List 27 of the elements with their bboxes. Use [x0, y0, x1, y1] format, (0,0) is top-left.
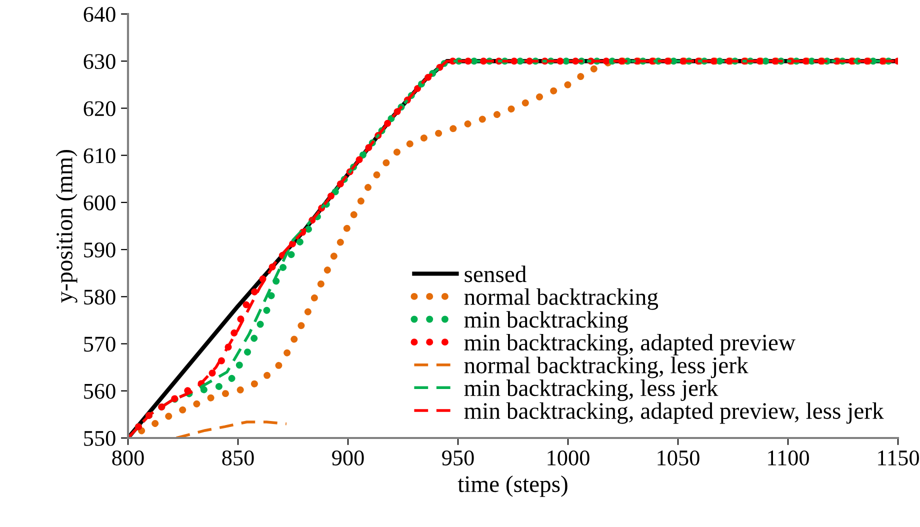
x-tick-label: 800: [112, 450, 144, 466]
legend-label: normal backtracking: [464, 288, 658, 310]
y-tick-label: 590: [84, 242, 116, 258]
y-tick-label: 620: [84, 101, 116, 116]
legend-label: min backtracking, less jerk: [464, 380, 718, 402]
x-tick-label: 900: [332, 450, 364, 466]
y-tick-label: 560: [84, 384, 116, 399]
y-tick-label: 580: [84, 290, 116, 305]
y-axis-title: y-position (mm): [56, 150, 78, 303]
x-tick-label: 1000: [548, 450, 590, 466]
y-tick-label: 570: [84, 336, 116, 352]
y-tick-label: 630: [84, 54, 116, 70]
legend-label: sensed: [464, 266, 526, 282]
y-tick-label: 640: [84, 6, 116, 22]
x-axis-title: time (steps): [458, 476, 568, 497]
x-tick-label: 1100: [768, 450, 809, 466]
x-tick-label: 1050: [658, 450, 700, 466]
legend-label: normal backtracking, less jerk: [464, 356, 748, 378]
legend-label: min backtracking: [464, 311, 628, 333]
y-tick-label: 600: [84, 195, 116, 210]
legend-label: min backtracking, adapted preview: [464, 334, 796, 356]
y-tick-label: 550: [84, 430, 116, 446]
legend-label: min backtracking, adapted preview, less jerk: [464, 402, 884, 424]
y-tick-label: 610: [84, 148, 116, 164]
x-tick-label: 1150: [878, 450, 919, 466]
x-tick-label: 850: [222, 450, 254, 466]
x-tick-label: 950: [442, 450, 474, 466]
